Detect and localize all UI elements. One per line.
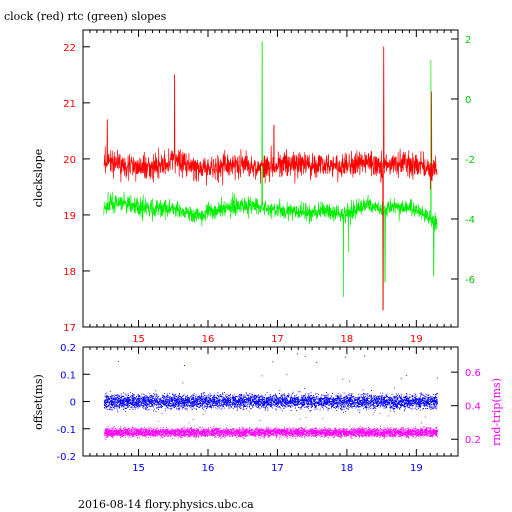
y2-tick-label: -4 xyxy=(465,215,475,226)
slope-plot-frame xyxy=(82,29,459,328)
x-tick-label: 17 xyxy=(271,334,284,345)
y2-tick-label: 0 xyxy=(465,95,471,106)
footer-text: 2016-08-14 flory.physics.ubc.ca xyxy=(78,498,254,511)
slope-ylabel: clockslope xyxy=(32,149,45,207)
y-tick-label: 19 xyxy=(63,211,76,222)
x-tick-label: 19 xyxy=(410,334,423,345)
y-tick-label: 0.2 xyxy=(60,343,76,354)
x-tick-label: 16 xyxy=(202,334,215,345)
y2-tick-label: -6 xyxy=(465,275,475,286)
y-tick-label: 0 xyxy=(70,398,76,409)
y-tick-label: 0.1 xyxy=(60,370,76,381)
rndtrip-scatter-points xyxy=(103,402,438,440)
y-tick-label: 22 xyxy=(63,43,76,54)
chart-title: clock (red) rtc (green) slopes xyxy=(4,10,167,23)
x-tick-label: 16 xyxy=(202,463,215,474)
x-tick-label: 15 xyxy=(132,334,145,345)
y-tick-label: -0.2 xyxy=(56,452,76,463)
y2-tick-label: -2 xyxy=(465,155,475,166)
offset-ylabel: offset(ms) xyxy=(32,374,45,430)
y2-tick-label: 2 xyxy=(465,35,471,46)
y-tick-label: 20 xyxy=(63,155,76,166)
y-tick-label: 17 xyxy=(63,323,76,334)
y2-tick-label: 0.6 xyxy=(465,368,481,379)
offset-plot: 15 16 17 18 19 -0.2 -0.1 0 0.1 0.2 0.2 0.4 0.6 offse… xyxy=(32,343,503,474)
x-tick-label: 19 xyxy=(410,463,423,474)
y2-tick-label: 0.2 xyxy=(465,435,481,446)
clock-series-line xyxy=(103,46,438,311)
y-tick-label: 18 xyxy=(63,267,76,278)
y-tick-label: 21 xyxy=(63,99,76,110)
x-tick-label: 18 xyxy=(341,334,354,345)
rtc-series-line xyxy=(103,41,438,310)
y2-tick-label: 0.4 xyxy=(465,402,481,413)
y-tick-label: -0.1 xyxy=(56,425,76,436)
offset-scatter-points xyxy=(103,353,438,413)
x-tick-label: 18 xyxy=(341,463,354,474)
x-tick-label: 15 xyxy=(132,463,145,474)
slope-plot: 15 16 17 18 19 17 18 19 20 21 22 -6 -4 -2 0 2 clockslop… xyxy=(32,29,475,345)
x-tick-label: 17 xyxy=(271,463,284,474)
rndtrip-ylabel: rnd-trip(ms) xyxy=(490,378,503,446)
